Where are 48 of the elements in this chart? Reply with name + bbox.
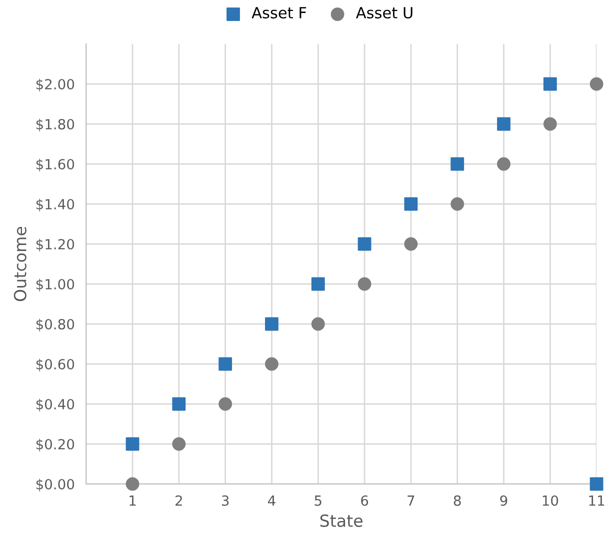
- point: [497, 117, 510, 131]
- point: [543, 117, 557, 131]
- x-tick-label: 10: [542, 495, 558, 506]
- x-tick-label: 4: [268, 496, 276, 506]
- point: [590, 77, 604, 91]
- x-tick-label: 11: [589, 496, 604, 506]
- x-tick-label: 7: [408, 496, 414, 506]
- point: [311, 317, 325, 331]
- x-tick-label: 8: [454, 495, 461, 506]
- point: [265, 357, 278, 371]
- x-tick-label: 2: [176, 495, 182, 506]
- point: [450, 197, 464, 211]
- y-tick-label: $0.20: [36, 438, 74, 452]
- y-tick-label: $0.00: [36, 478, 74, 492]
- point: [543, 77, 557, 91]
- x-tick-label: 5: [314, 496, 322, 506]
- y-tick-label: $0.80: [36, 318, 74, 332]
- point: [497, 157, 510, 171]
- y-tick-label: $0.40: [36, 398, 74, 412]
- point: [311, 277, 325, 291]
- y-tick-label: $1.80: [36, 118, 74, 132]
- point: [404, 237, 418, 251]
- point: [218, 397, 232, 411]
- point: [172, 437, 186, 451]
- point: [404, 197, 418, 211]
- point: [218, 357, 232, 371]
- legend-label: Asset U: [356, 7, 412, 18]
- x-tick-label: 9: [500, 495, 508, 506]
- x-tick-label: 1: [130, 496, 136, 506]
- y-tick-label: $1.00: [36, 278, 74, 292]
- y-tick-label: $0.60: [36, 358, 74, 372]
- point: [358, 277, 372, 291]
- y-tick-label: $2.00: [36, 78, 74, 92]
- y-tick-label: $1.20: [36, 238, 74, 252]
- point: [126, 437, 140, 451]
- y-tick-label: $1.60: [36, 158, 74, 172]
- point: [126, 477, 140, 491]
- point: [265, 317, 278, 331]
- point: [450, 157, 464, 171]
- point: [172, 397, 186, 411]
- legend-label: Asset F: [252, 7, 306, 18]
- x-tick-label: 3: [222, 495, 229, 506]
- y-tick-label: $1.40: [36, 198, 74, 212]
- point: [358, 237, 372, 251]
- point: [590, 477, 604, 491]
- y-axis-title: Outcome: [14, 226, 26, 302]
- x-axis-title: State: [320, 514, 362, 528]
- x-tick-label: 6: [361, 495, 368, 506]
